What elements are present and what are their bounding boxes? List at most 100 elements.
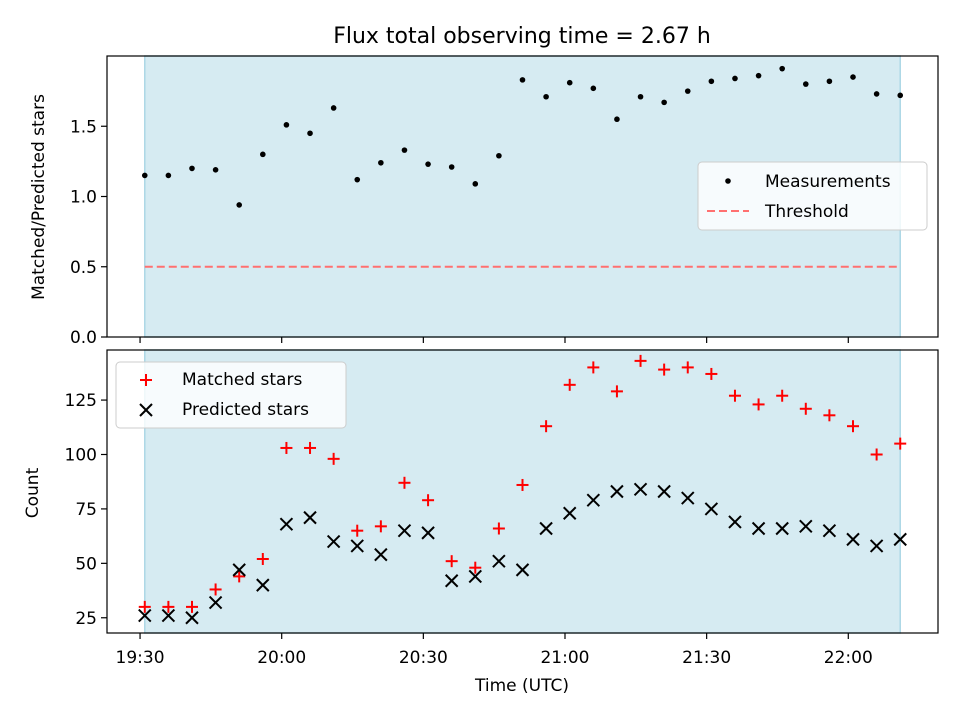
predicted-star-point [822, 523, 837, 538]
count-legend-box [115, 361, 347, 429]
matched-star-point [185, 600, 198, 613]
matched-star-point [256, 552, 269, 565]
matched-star-point [492, 522, 505, 535]
measurement-point [732, 75, 738, 82]
count-panel: 25 50 75 100 125 19:30 20:00 20:30 21:00 21:30 22:… [65, 349, 939, 668]
legend-predicted-marker [139, 403, 153, 417]
predicted-star-point [279, 517, 294, 531]
matched-star-point [587, 361, 600, 374]
predicted-star-point [563, 506, 577, 520]
measurement-point [354, 176, 361, 183]
count-y-axis-label: Count [23, 467, 43, 518]
matched-star-point [304, 441, 317, 454]
matched-star-point [728, 389, 741, 402]
predicted-star-point [397, 523, 412, 538]
measurement-point [165, 172, 172, 179]
predicted-star-point [303, 510, 317, 525]
measurement-point [141, 172, 148, 179]
matched-star-point [374, 520, 387, 533]
matched-star-point [705, 367, 718, 380]
predicted-star-point [326, 534, 341, 549]
matched-star-point [776, 389, 789, 402]
y-tick-label: 100 [65, 445, 97, 465]
predicted-star-point [799, 519, 813, 534]
measurement-point [519, 77, 526, 83]
measurement-point [566, 79, 573, 86]
x-tick-label: 20:00 [257, 648, 306, 668]
measurement-point [236, 202, 243, 208]
measurement-point [897, 92, 904, 99]
legend-predicted-label: Predicted stars [182, 400, 309, 420]
x-tick-label: 21:30 [682, 648, 731, 668]
matched-star-point [398, 476, 411, 489]
measurement-point [684, 88, 691, 94]
predicted-star-point [350, 539, 364, 553]
predicted-star-point [256, 578, 270, 592]
matched-star-point [752, 398, 765, 411]
matched-star-point [209, 583, 222, 596]
predicted-star-point [232, 563, 246, 577]
x-axis-label: Time (UTC) [474, 676, 569, 696]
matched-star-point [799, 402, 812, 415]
matched-star-point [634, 354, 647, 367]
ratio-legend-box [697, 161, 928, 231]
measurement-point [472, 181, 479, 187]
predicted-star-point [586, 493, 601, 507]
matched-star-point [823, 409, 836, 422]
measurement-point [260, 151, 266, 158]
measurement-point [283, 122, 290, 128]
measurement-point [590, 85, 597, 92]
measurement-point [378, 159, 384, 166]
measurement-point [425, 161, 431, 167]
measurement-point [614, 116, 620, 123]
matched-star-point [540, 420, 553, 433]
matched-star-point [516, 478, 529, 491]
axes-frame [106, 349, 939, 634]
predicted-star-point [421, 526, 435, 540]
y-tick-label: 1.5 [70, 117, 97, 137]
matched-star-point [233, 570, 246, 583]
y-tick-label: 0.0 [70, 328, 97, 348]
matched-star-point [563, 378, 576, 391]
matched-star-point [469, 561, 482, 574]
measurement-point [850, 74, 856, 80]
x-tick-label: 21:00 [540, 648, 589, 668]
measurement-point [708, 78, 715, 85]
matched-star-point [894, 437, 907, 450]
measurement-point [189, 165, 195, 172]
matched-star-point [162, 600, 175, 613]
measurement-point [448, 164, 455, 170]
legend-measurements-marker [725, 178, 731, 184]
measurement-point [543, 93, 549, 100]
matched-star-point [681, 361, 694, 374]
measurement-point [637, 93, 644, 100]
predicted-star-point [492, 554, 506, 568]
matched-star-point [351, 524, 364, 537]
predicted-star-point [468, 569, 482, 584]
legend-matched-marker [140, 374, 152, 386]
predicted-star-point [657, 484, 671, 499]
measurement-point [873, 91, 880, 97]
y-tick-label: 0.5 [70, 258, 97, 278]
matched-star-point [658, 363, 671, 376]
matched-star-point [445, 555, 458, 568]
y-tick-label: 125 [65, 391, 97, 411]
y-tick-label: 25 [75, 609, 97, 629]
measurement-point [779, 65, 785, 72]
predicted-star-point [775, 521, 789, 536]
predicted-star-point [208, 595, 223, 610]
predicted-star-point [681, 491, 695, 505]
measurement-point [307, 130, 313, 137]
y-tick-label: 75 [75, 500, 97, 520]
matched-star-point [870, 448, 883, 461]
predicted-star-point [846, 532, 860, 547]
measurement-point [826, 78, 833, 85]
count-legend: Matched stars Predicted stars [115, 361, 347, 429]
matched-star-point [280, 441, 293, 454]
x-tick-label: 20:30 [399, 648, 448, 668]
chart-title: Flux total observing time = 2.67 h [333, 24, 711, 49]
predicted-star-point [161, 608, 176, 623]
predicted-star-point [893, 532, 907, 547]
measurement-point [401, 147, 408, 153]
